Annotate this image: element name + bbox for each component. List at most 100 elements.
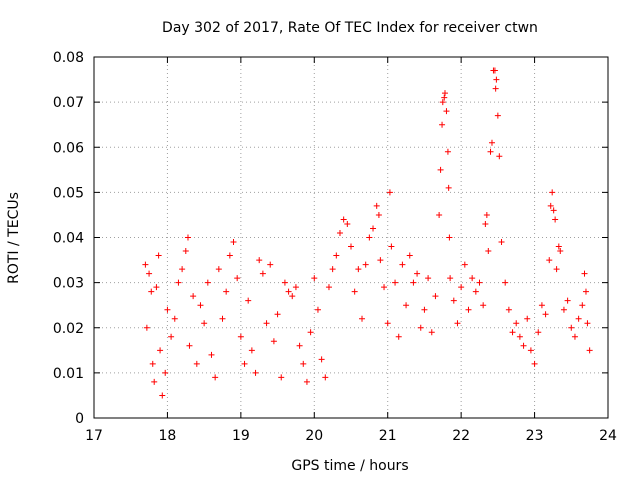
data-point — [406, 252, 413, 259]
data-point — [552, 216, 559, 223]
x-tick-label: 24 — [599, 428, 617, 444]
data-point — [469, 275, 476, 282]
data-point — [575, 315, 582, 322]
data-point — [340, 216, 347, 223]
data-point — [482, 220, 489, 227]
data-point — [439, 99, 446, 106]
data-point — [373, 202, 380, 209]
y-axis-ticks: 0 0.01 0.02 0.03 0.04 0.05 0.06 0.07 0.08 — [53, 50, 608, 427]
data-point — [370, 225, 377, 232]
x-axis-ticks: 17 18 19 20 21 22 23 24 — [85, 57, 617, 444]
data-point — [403, 302, 410, 309]
data-point — [436, 211, 443, 218]
data-point — [560, 306, 567, 313]
data-point — [164, 306, 171, 313]
data-point — [182, 248, 189, 255]
data-point — [171, 315, 178, 322]
data-point — [303, 378, 310, 385]
data-point — [549, 189, 556, 196]
data-point — [143, 324, 150, 331]
data-point — [493, 76, 500, 83]
data-point — [230, 239, 237, 246]
data-point — [417, 324, 424, 331]
data-point — [395, 333, 402, 340]
data-point — [443, 108, 450, 115]
y-tick-label: 0 — [75, 411, 84, 427]
data-point — [355, 266, 362, 273]
data-point — [241, 360, 248, 367]
data-point — [550, 207, 557, 214]
data-point — [414, 270, 421, 277]
data-point — [223, 288, 230, 295]
data-point — [439, 121, 446, 128]
data-point — [278, 374, 285, 381]
data-point — [270, 338, 277, 345]
data-point — [190, 293, 197, 300]
data-point — [421, 306, 428, 313]
x-tick-label: 17 — [85, 428, 103, 444]
data-point — [322, 374, 329, 381]
data-point — [162, 369, 169, 376]
data-point — [248, 347, 255, 354]
data-points — [142, 67, 593, 399]
data-point — [498, 239, 505, 246]
data-point — [157, 347, 164, 354]
data-point — [208, 351, 215, 358]
y-tick-label: 0.06 — [53, 140, 84, 156]
data-point — [318, 356, 325, 363]
y-tick-label: 0.04 — [53, 231, 84, 247]
data-point — [410, 279, 417, 286]
x-tick-label: 19 — [232, 428, 250, 444]
y-axis-label: ROTI / TECUs — [6, 192, 22, 284]
data-point — [446, 234, 453, 241]
data-point — [441, 94, 448, 101]
data-point — [547, 202, 554, 209]
data-point — [480, 302, 487, 309]
y-tick-label: 0.05 — [53, 185, 84, 201]
data-point — [256, 257, 263, 264]
data-point — [193, 360, 200, 367]
data-point — [186, 342, 193, 349]
y-tick-label: 0.08 — [53, 50, 84, 66]
data-point — [444, 148, 451, 155]
data-point — [146, 270, 153, 277]
data-point — [386, 189, 393, 196]
data-point — [535, 329, 542, 336]
data-point — [428, 329, 435, 336]
data-point — [425, 275, 432, 282]
data-point — [485, 248, 492, 255]
data-point — [450, 297, 457, 304]
data-point — [445, 184, 452, 191]
data-point — [538, 302, 545, 309]
data-point — [274, 311, 281, 318]
data-point — [226, 252, 233, 259]
data-point — [285, 288, 292, 295]
x-tick-label: 18 — [159, 428, 177, 444]
data-point — [281, 279, 288, 286]
x-tick-label: 22 — [452, 428, 470, 444]
data-point — [292, 284, 299, 291]
y-tick-label: 0.02 — [53, 321, 84, 337]
data-point — [259, 270, 266, 277]
data-point — [494, 112, 501, 119]
data-point — [252, 369, 259, 376]
data-point — [296, 342, 303, 349]
data-point — [245, 297, 252, 304]
data-point — [505, 306, 512, 313]
x-axis-label: GPS time / hours — [291, 458, 408, 474]
data-point — [348, 243, 354, 250]
data-point — [546, 257, 553, 264]
data-point — [142, 261, 149, 268]
data-point — [454, 320, 461, 327]
data-point — [212, 374, 219, 381]
data-point — [289, 293, 296, 300]
data-point — [333, 252, 340, 259]
y-tick-label: 0.01 — [53, 366, 84, 382]
data-point — [325, 284, 332, 291]
data-point — [582, 288, 589, 295]
data-point — [496, 153, 503, 160]
grid — [94, 57, 608, 418]
data-point — [148, 288, 155, 295]
chart-title: Day 302 of 2017, Rate Of TEC Index for r… — [162, 20, 538, 36]
data-point — [399, 261, 406, 268]
